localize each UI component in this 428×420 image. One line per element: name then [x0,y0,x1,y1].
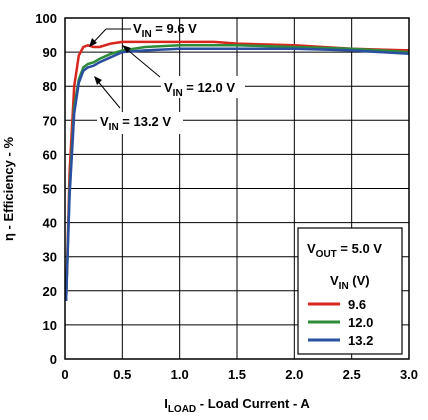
legend-vin-title-main: V [330,273,339,288]
x-tick-label: 1.5 [228,367,246,382]
annotation-9-6-main: V [133,21,142,36]
legend-vin-title-rest: (V) [349,273,370,288]
annotation-13-2-rest: = 13.2 V [119,114,172,129]
y-tick-label: 20 [43,284,57,299]
annotation-text-12-0: VIN = 12.0 V [164,80,235,99]
y-tick-label: 40 [43,216,57,231]
annotation-vin-9-6: VIN = 9.6 V [89,21,197,47]
x-tick-label: 2.0 [285,367,303,382]
annotation-arrowhead-9-6 [89,38,97,47]
y-tick-label: 100 [35,11,57,26]
plot-frame [64,17,410,360]
annotation-bg-13-2 [97,112,183,134]
y-tick-label: 30 [43,250,57,265]
y-tick-label: 0 [50,352,57,367]
x-tick-label: 3.0 [400,367,418,382]
annotation-arrow-12-0 [123,46,161,78]
legend-box [297,227,403,355]
x-tick-label: 0.5 [113,367,131,382]
legend-vin-title-sub: IN [339,281,349,292]
legend-vout-rest: = 5.0 V [337,241,382,256]
annotation-vin-12-0: VIN = 12.0 V [122,45,245,99]
legend-vout-sub: OUT [316,249,337,260]
annotation-vin-13-2: VIN = 13.2 V [94,76,183,134]
annotation-arrowhead-12-0 [122,45,131,53]
legend-vout-main: V [307,241,316,256]
annotation-text-9-6: VIN = 9.6 V [133,21,197,40]
y-tick-label: 10 [43,318,57,333]
annotation-arrowhead-13-2 [94,76,102,85]
annotation-12-0-sub: IN [173,88,183,99]
y-tick-label: 60 [43,147,57,162]
x-tick-labels: 0 0.5 1.0 1.5 2.0 2.5 3.0 [61,367,418,382]
annotation-9-6-sub: IN [142,29,152,40]
annotation-9-6-rest: = 9.6 V [152,21,197,36]
annotation-13-2-main: V [100,114,109,129]
x-axis-label-rest: - Load Current - A [196,396,310,411]
legend-vin-title: VIN (V) [330,273,370,292]
annotation-12-0-main: V [164,80,173,95]
y-axis-label: η - Efficiency - % [1,137,16,241]
x-axis-label: ILOAD - Load Current - A [164,396,310,415]
y-tick-label: 80 [43,79,57,94]
x-tick-label: 1.0 [171,367,189,382]
x-axis-label-main: I [164,396,168,411]
y-tick-labels: 0 10 20 30 40 50 60 70 80 90 100 [35,11,57,367]
legend-label-9-6: 9.6 [348,297,366,312]
legend-label-12-0: 12.0 [348,315,373,330]
annotation-bg-12-0 [161,76,245,98]
x-tick-label: 0 [61,367,68,382]
series-line-13-2 [64,47,410,302]
annotation-text-13-2: VIN = 13.2 V [100,114,171,133]
legend-vout: VOUT = 5.0 V [307,241,382,260]
y-tick-label: 90 [43,45,57,60]
y-tick-label: 70 [43,113,57,128]
series-line-9-6 [64,40,410,302]
series-lines [64,40,410,302]
annotation-arrow-13-2 [95,78,121,109]
legend: VOUT = 5.0 V VIN (V) 9.6 12.0 13.2 [297,227,403,355]
y-tick-label: 50 [43,182,57,197]
legend-label-13-2: 13.2 [348,333,373,348]
x-tick-label: 2.5 [343,367,361,382]
annotation-12-0-rest: = 12.0 V [183,80,236,95]
annotation-13-2-sub: IN [109,122,119,133]
x-axis-label-sub: LOAD [168,404,196,415]
